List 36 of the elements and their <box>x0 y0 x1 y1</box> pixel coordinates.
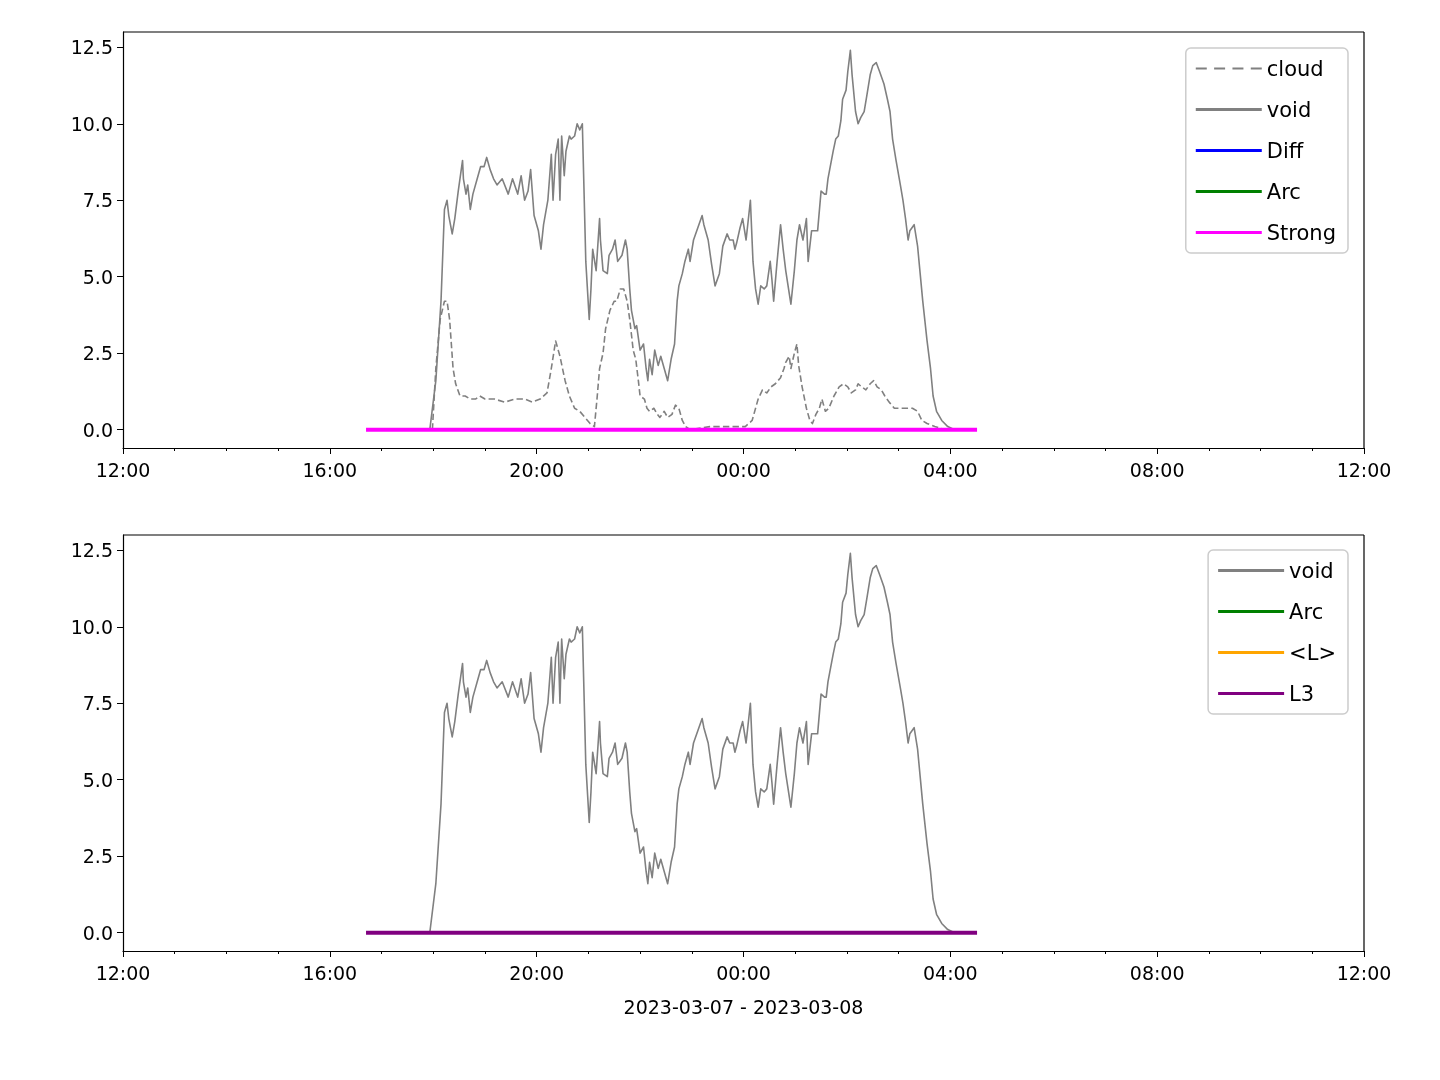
x-tick-label: 12:00 <box>1336 458 1392 481</box>
x-tick-label: 16:00 <box>302 458 358 481</box>
legend-label: void <box>1266 97 1312 122</box>
legend-label: <L> <box>1289 640 1337 665</box>
x-tick-label: 00:00 <box>716 961 771 984</box>
legend-label: Arc <box>1266 179 1301 204</box>
y-tick-label: 2.5 <box>82 845 113 868</box>
y-tick-label: 10.0 <box>70 112 113 135</box>
x-tick-label: 20:00 <box>509 458 565 481</box>
legend-label: Arc <box>1289 599 1324 624</box>
y-tick-label: 0.0 <box>82 921 113 944</box>
x-tick-label: 16:00 <box>302 961 358 984</box>
x-tick-label: 04:00 <box>922 458 978 481</box>
x-axis-title: 2023-03-07 - 2023-03-08 <box>623 995 864 1018</box>
x-tick-label: 12:00 <box>95 961 151 984</box>
x-tick-label: 08:00 <box>1129 458 1185 481</box>
legend-label: cloud <box>1266 56 1324 81</box>
y-tick-label: 7.5 <box>82 692 113 715</box>
x-tick-label: 20:00 <box>509 961 565 984</box>
x-tick-label: 04:00 <box>922 961 978 984</box>
x-tick-label: 12:00 <box>1336 961 1392 984</box>
legend-label: void <box>1289 558 1334 583</box>
x-tick-label: 08:00 <box>1129 961 1185 984</box>
x-tick-label: 12:00 <box>95 458 151 481</box>
y-tick-label: 7.5 <box>82 189 113 212</box>
legend-label: L3 <box>1289 681 1315 706</box>
y-tick-label: 5.0 <box>82 265 113 288</box>
y-tick-label: 10.0 <box>70 615 113 638</box>
y-tick-label: 12.5 <box>70 36 113 59</box>
legend-label: Strong <box>1266 220 1337 245</box>
y-tick-label: 0.0 <box>82 418 113 441</box>
x-tick-label: 00:00 <box>716 458 771 481</box>
legend-label: Diff <box>1266 138 1304 163</box>
y-tick-label: 5.0 <box>82 768 113 791</box>
y-tick-label: 2.5 <box>82 342 113 365</box>
y-tick-label: 12.5 <box>70 539 113 562</box>
